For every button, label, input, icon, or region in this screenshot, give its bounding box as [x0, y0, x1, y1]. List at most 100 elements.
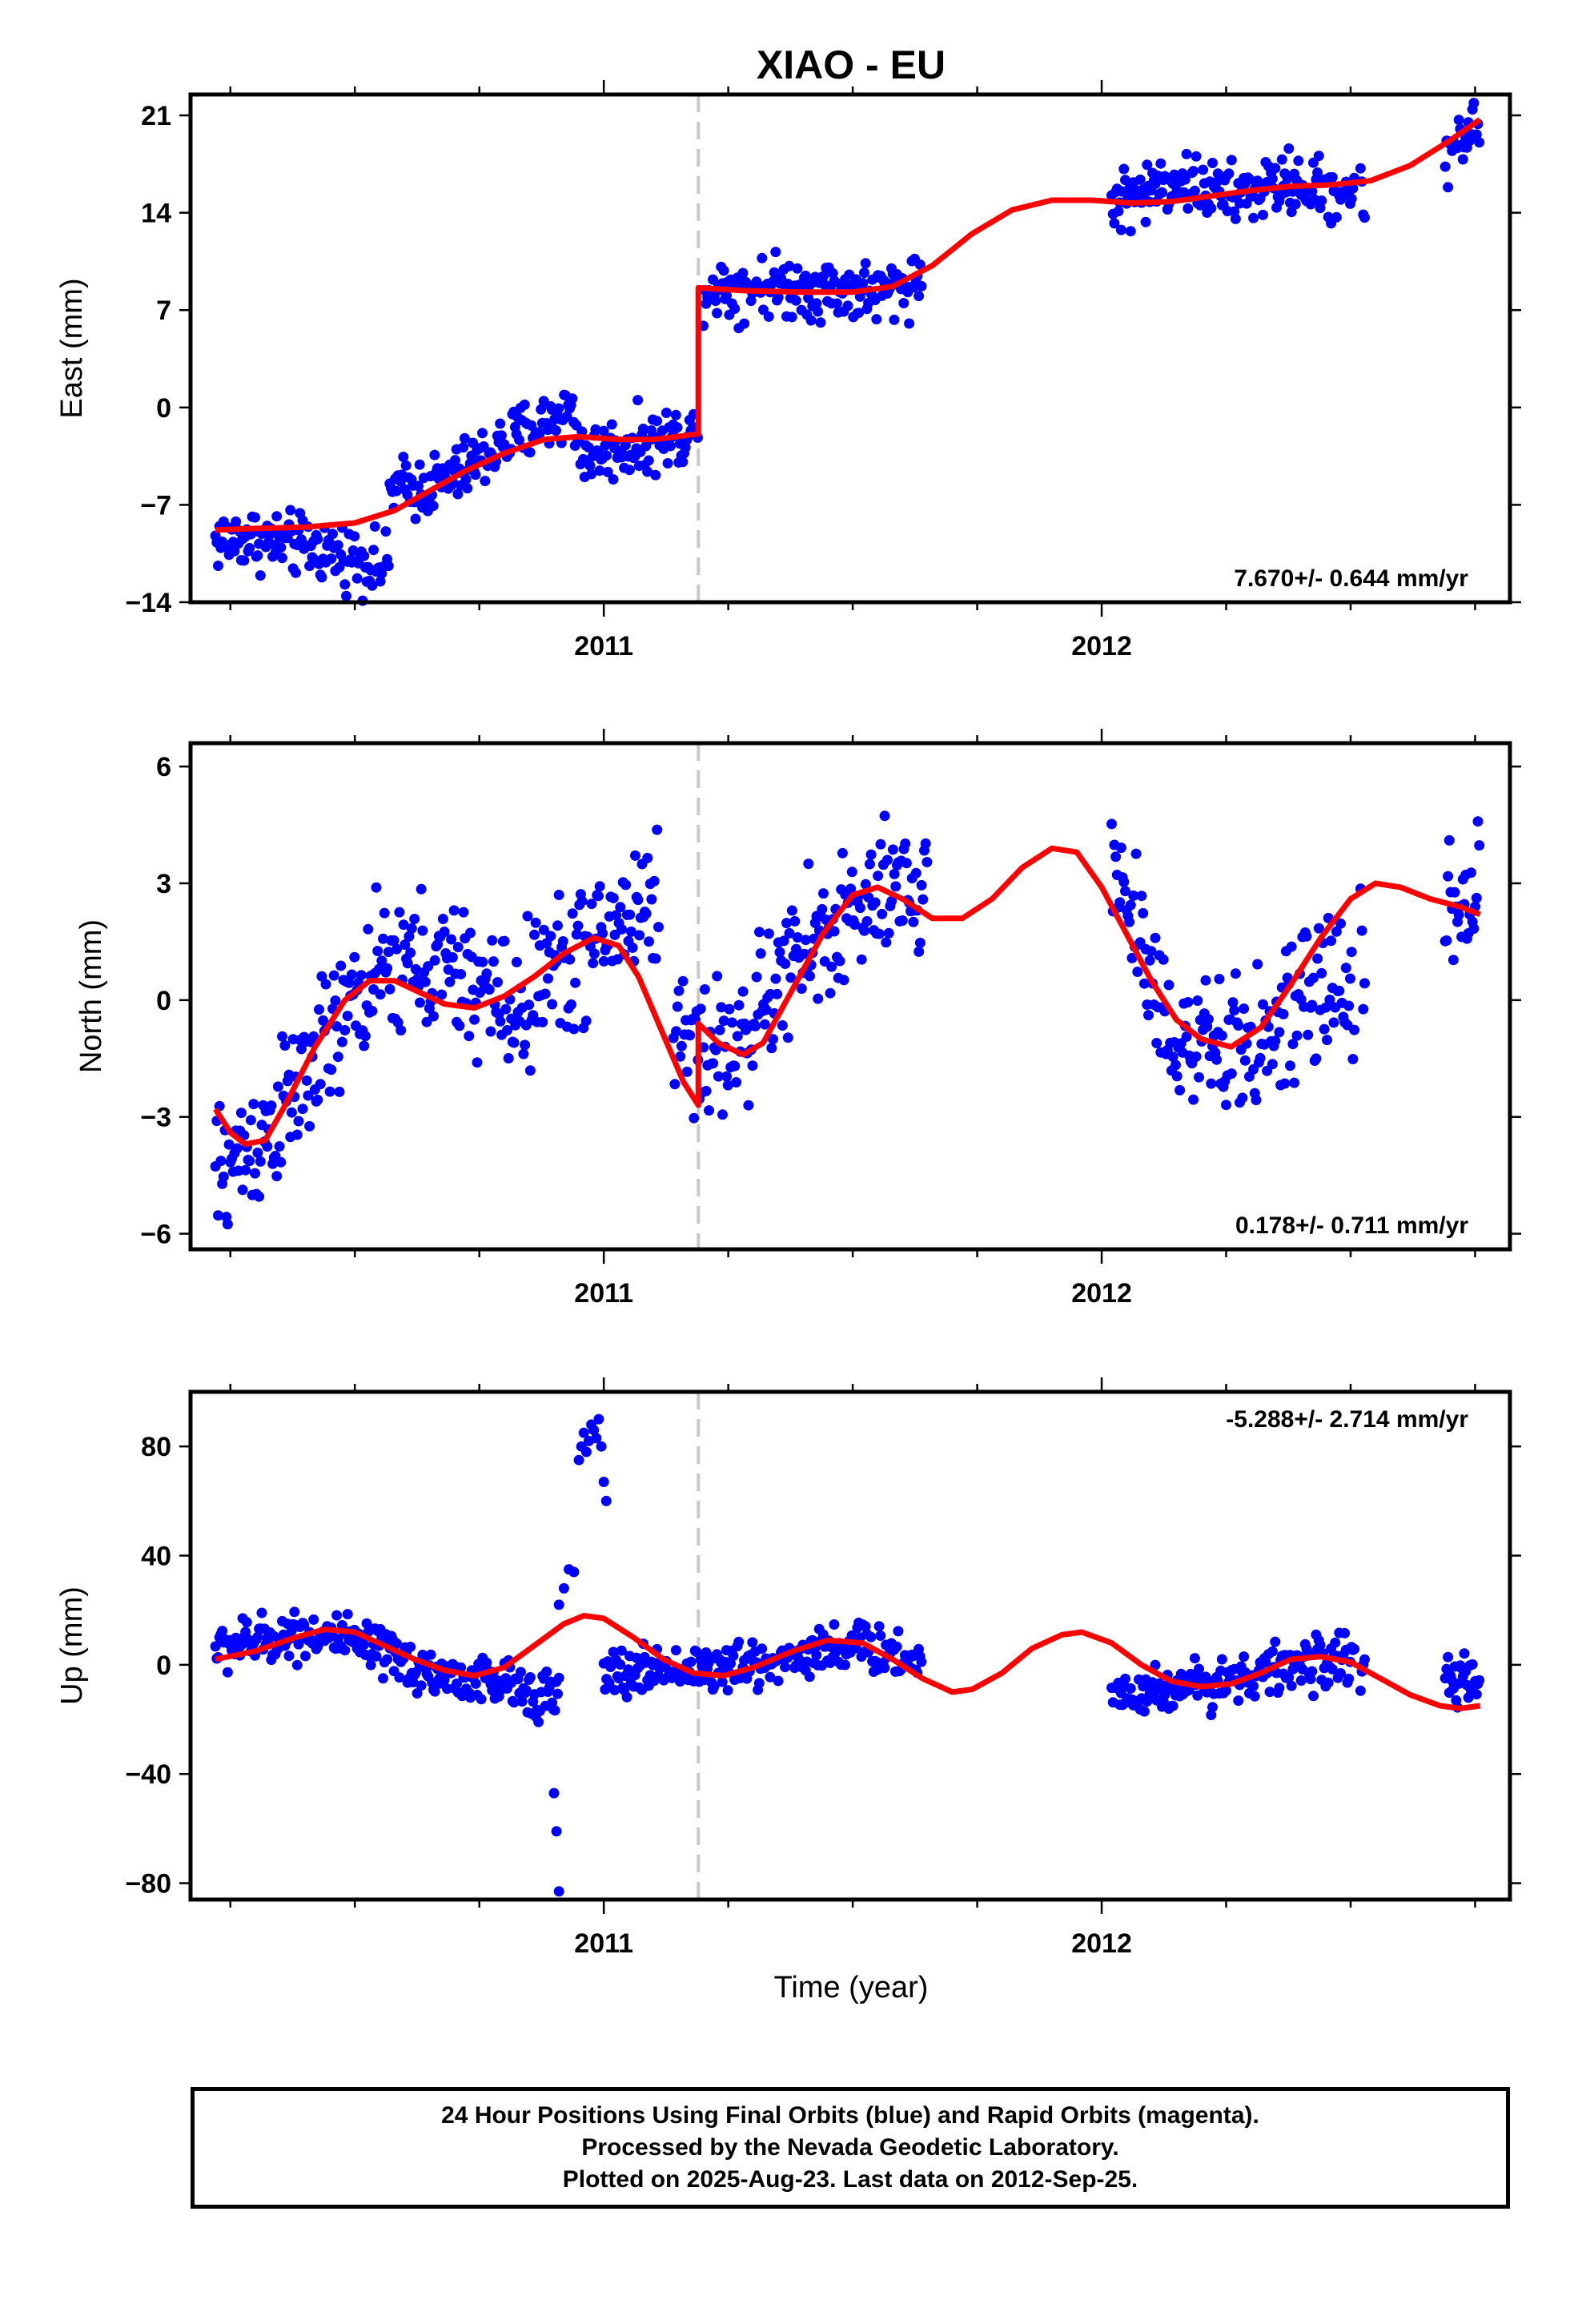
up-data-point	[520, 1685, 532, 1696]
up-data-point	[1305, 1674, 1316, 1685]
east-data-point	[1283, 143, 1295, 154]
up-data-point	[1307, 1666, 1318, 1677]
up-data-point	[1308, 1691, 1319, 1702]
up-data-point	[1467, 1659, 1478, 1670]
north-data-point	[642, 852, 653, 863]
north-data-point	[469, 1014, 480, 1025]
north-data-point	[722, 1080, 733, 1091]
up-data-point	[312, 1641, 323, 1652]
up-data-point	[615, 1659, 626, 1670]
north-data-point	[552, 920, 563, 931]
north-data-point	[437, 914, 448, 924]
north-data-point	[499, 935, 510, 947]
north-data-point	[291, 1129, 303, 1140]
east-data-point	[213, 561, 223, 571]
up-ytick-label: 0	[156, 1651, 171, 1681]
east-data-point	[1207, 158, 1218, 168]
north-data-point	[218, 1171, 229, 1182]
north-data-point	[1206, 1078, 1217, 1089]
north-data-point	[538, 924, 549, 935]
north-data-point	[1453, 909, 1464, 920]
up-data-point	[553, 1672, 564, 1683]
north-data-point	[1301, 931, 1312, 942]
east-data-point	[1150, 179, 1161, 190]
north-data-point	[1150, 932, 1161, 943]
east-data-point	[859, 267, 869, 279]
north-data-point	[328, 970, 339, 981]
north-xtick-label: 2011	[574, 1278, 633, 1309]
up-data-point	[361, 1618, 372, 1629]
east-data-point	[252, 550, 263, 561]
up-data-point	[394, 1672, 405, 1683]
north-data-point	[1144, 955, 1155, 966]
panel-0: 21 14 7 0 −7 −14 2011 2012 East (mm) 7.670+/- 0.6…	[55, 80, 1521, 661]
north-data-points	[210, 810, 1485, 1230]
north-data-point	[1125, 899, 1136, 911]
north-data-point	[275, 1156, 287, 1168]
up-data-point	[1233, 1695, 1244, 1707]
north-data-point	[671, 1026, 682, 1037]
north-data-point	[355, 970, 367, 981]
up-data-point	[1474, 1675, 1485, 1686]
north-data-point	[1328, 1017, 1339, 1028]
east-data-point	[1327, 171, 1338, 183]
north-data-point	[447, 952, 458, 963]
east-data-point	[677, 456, 689, 468]
east-data-point	[817, 271, 829, 282]
up-data-point	[1343, 1673, 1355, 1684]
north-data-point	[248, 1099, 259, 1110]
north-data-point	[252, 1148, 263, 1158]
east-data-point	[470, 469, 481, 480]
north-data-point	[346, 969, 357, 980]
east-data-point	[1118, 163, 1130, 175]
north-data-point	[405, 947, 416, 959]
north-data-point	[608, 892, 619, 903]
north-data-point	[784, 927, 795, 939]
north-data-point	[543, 973, 553, 984]
up-data-point	[875, 1630, 886, 1641]
north-data-point	[279, 1040, 291, 1051]
up-data-point	[516, 1667, 526, 1678]
up-data-point	[1443, 1651, 1454, 1663]
up-data-point	[573, 1454, 584, 1466]
north-data-point	[1441, 935, 1452, 946]
up-data-point	[722, 1685, 733, 1696]
chart-title: XIAO - EU	[757, 42, 946, 87]
east-data-point	[770, 247, 781, 258]
up-data-point	[598, 1477, 609, 1487]
east-data-point	[739, 318, 750, 329]
east-data-point	[624, 464, 635, 476]
east-data-point	[458, 442, 469, 453]
north-data-point	[1239, 1003, 1250, 1014]
north-data-point	[336, 1036, 347, 1047]
east-data-point	[359, 550, 370, 561]
north-data-point	[789, 915, 801, 927]
up-axis-label: Up (mm)	[55, 1586, 89, 1705]
east-ytick-label: 14	[141, 199, 171, 229]
north-data-point	[1466, 867, 1476, 879]
east-data-point	[477, 428, 488, 439]
north-data-point	[428, 1011, 439, 1022]
north-data-point	[367, 1006, 378, 1016]
east-data-point	[889, 314, 900, 325]
north-data-point	[759, 1019, 770, 1030]
east-data-point	[413, 480, 424, 492]
east-ytick-label: 21	[141, 101, 171, 131]
east-data-point	[913, 291, 925, 302]
north-data-point	[396, 1025, 407, 1036]
north-data-point	[593, 891, 604, 902]
north-data-point	[908, 916, 919, 927]
north-data-point	[372, 946, 383, 956]
up-data-point	[865, 1631, 877, 1642]
east-data-point	[1474, 137, 1485, 148]
north-data-point	[721, 1071, 733, 1082]
north-data-point	[1163, 979, 1174, 991]
north-data-point	[316, 971, 327, 982]
north-data-point	[320, 979, 331, 990]
east-data-point	[598, 425, 609, 436]
north-data-point	[304, 1120, 315, 1132]
north-data-point	[1258, 999, 1268, 1010]
north-data-point	[312, 1094, 323, 1105]
north-data-point	[1203, 1014, 1214, 1025]
north-data-point	[1118, 876, 1130, 887]
